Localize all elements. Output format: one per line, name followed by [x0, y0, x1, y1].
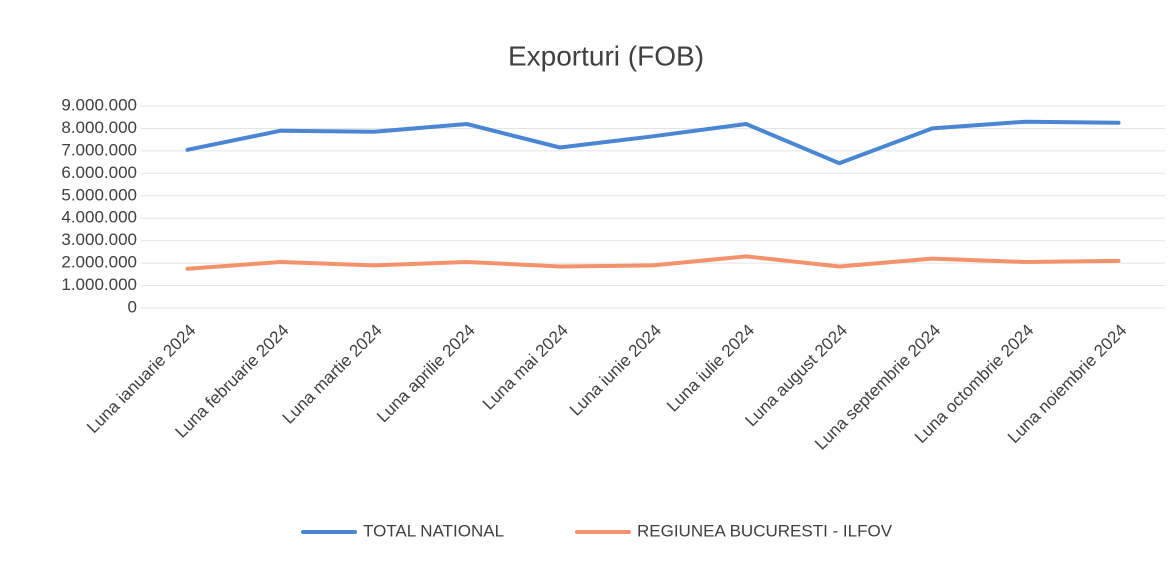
series-line — [185, 254, 1121, 271]
y-tick-label: 4.000.000 — [61, 208, 137, 227]
chart-title: Exporturi (FOB) — [508, 40, 704, 71]
y-tick-label: 5.000.000 — [61, 185, 137, 204]
y-tick-label: 3.000.000 — [61, 230, 137, 249]
legend-label: REGIUNEA BUCURESTI - ILFOV — [637, 521, 893, 540]
y-tick-label: 6.000.000 — [61, 163, 137, 182]
y-tick-label: 2.000.000 — [61, 253, 137, 272]
legend-label: TOTAL NATIONAL — [363, 521, 504, 540]
series-line — [185, 119, 1121, 166]
x-tick-label: Luna iulie 2024 — [663, 321, 758, 416]
x-tick-label: Luna mai 2024 — [479, 321, 572, 414]
y-tick-label: 0 — [128, 297, 137, 316]
x-tick-label: Luna aprilie 2024 — [373, 321, 479, 427]
x-tick-label: Luna august 2024 — [741, 321, 851, 431]
x-tick-label: Luna martie 2024 — [279, 321, 386, 428]
y-tick-label: 7.000.000 — [61, 140, 137, 159]
y-tick-label: 9.000.000 — [61, 95, 137, 114]
x-tick-label: Luna iunie 2024 — [566, 321, 665, 420]
y-tick-label: 1.000.000 — [61, 275, 137, 294]
y-tick-label: 8.000.000 — [61, 118, 137, 137]
